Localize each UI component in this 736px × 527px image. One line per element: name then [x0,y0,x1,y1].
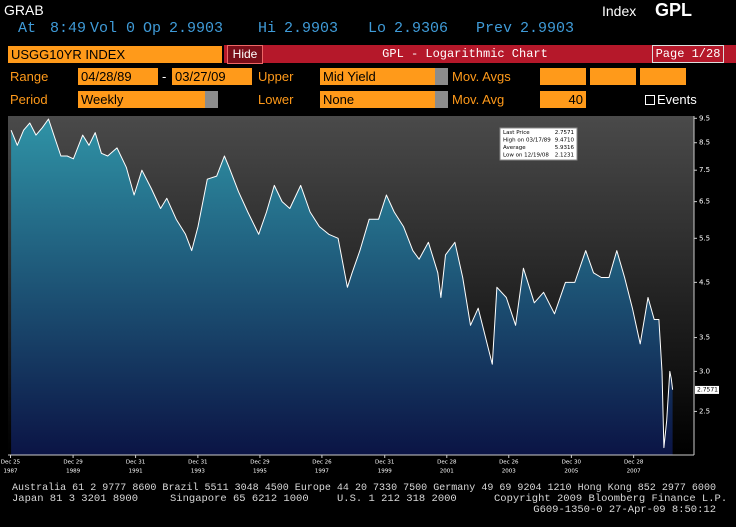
footer-line: Singapore 65 6212 1000 [170,493,309,505]
x-tick-label: Dec 31 [188,460,207,466]
mov-avg-field-2[interactable] [590,68,636,85]
quote-value: 0 [126,20,136,37]
stat-label: Low on 12/19/08 [503,153,549,159]
y-tick-label: 3.5 [699,334,710,342]
x-tick-label: Dec 28 [624,460,644,466]
x-tick-year: 1999 [378,469,392,475]
lower-value: None [323,92,355,107]
footer-line: Japan 81 3 3201 8900 [12,493,138,505]
function-name: GRAB [4,2,44,18]
x-tick-year: 1995 [253,469,267,475]
quote-label: Vol [90,20,118,37]
last-price-label: 2.7571 [697,386,718,393]
upper-label: Upper [258,69,294,84]
stat-value: 9.4710 [555,138,575,144]
x-tick-year: 2003 [502,469,516,475]
events-label: Events [657,92,697,107]
quote-label: Hi [258,20,277,37]
page-indicator[interactable]: Page 1/28 [652,45,724,63]
y-tick-label: 3.0 [699,367,710,375]
security-field[interactable]: USGG10YR INDEX [8,46,222,63]
quote-value: 2.9903 [169,20,224,37]
y-tick-label: 8.5 [699,139,710,147]
x-tick-label: Dec 31 [126,460,145,466]
x-tick-year: 1991 [129,469,143,475]
mov-avgs-label: Mov. Avgs [452,69,511,84]
x-tick-label: Dec 29 [250,460,270,466]
stat-value: 2.1231 [555,153,574,159]
y-tick-label: 9.5 [699,114,710,122]
y-tick-label: 5.5 [699,234,710,242]
ticker: GPL [655,0,693,20]
hide-button[interactable]: Hide [227,45,263,64]
x-tick-label: Dec 25 [1,460,21,466]
dropdown-handle[interactable] [435,91,448,108]
period-value: Weekly [81,92,124,107]
range-separator: - [162,69,167,84]
y-tick-label: 6.5 [699,198,710,206]
lower-label: Lower [258,92,294,107]
stat-value: 2.7571 [555,130,574,136]
quote-label: Prev [476,20,513,37]
x-tick-label: Dec 26 [499,460,519,466]
range-end[interactable]: 03/27/09 [172,68,252,85]
x-tick-year: 1989 [66,469,80,475]
x-tick-year: 1987 [3,469,17,475]
last-price-tag [695,385,719,394]
period-field[interactable]: Weekly [78,91,218,108]
x-tick-label: Dec 30 [562,460,582,466]
mov-avg-field-3[interactable] [640,68,686,85]
x-tick-year: 1997 [315,469,329,475]
stats-box [499,127,578,161]
quote-value: 2.9903 [520,20,575,37]
footer-line: U.S. 1 212 318 2000 [337,493,457,505]
x-tick-label: Dec 26 [312,460,332,466]
mov-avg-field[interactable]: 40 [540,91,586,108]
quote-label: Lo [368,20,387,37]
x-tick-label: Dec 31 [375,460,394,466]
stat-label: Average [503,145,526,151]
y-tick-label: 2.5 [699,407,710,415]
y-tick-label: 7.5 [699,166,710,174]
footer-line: Australia 61 2 9777 8600 Brazil 5511 304… [12,482,716,494]
dropdown-handle[interactable] [435,68,448,85]
quote-label: Op [143,20,162,37]
range-start[interactable]: 04/28/89 [78,68,158,85]
upper-field[interactable]: Mid Yield [320,68,448,85]
toolbar-title: GPL - Logarithmic Chart [382,47,548,61]
upper-value: Mid Yield [323,69,376,84]
lower-field[interactable]: None [320,91,448,108]
x-tick-year: 1993 [191,469,205,475]
stat-label: High on 03/17/89 [503,138,551,144]
footer-line: G609-1350-0 27-Apr-09 8:50:12 [533,504,716,516]
x-tick-year: 2007 [627,469,641,475]
footer-line: Copyright 2009 Bloomberg Finance L.P. [494,493,727,505]
x-tick-label: Dec 28 [437,460,457,466]
x-tick-label: Dec 29 [63,460,83,466]
stat-label: Last Price [503,130,530,136]
range-label: Range [10,69,49,84]
y-tick-label: 4.5 [699,278,710,286]
x-tick-year: 2001 [440,469,454,475]
quote-value: 8:49 [50,20,87,37]
stat-value: 5.9316 [555,145,575,151]
x-tick-year: 2005 [564,469,578,475]
price-line [10,118,674,449]
security-type: Index [602,3,637,19]
toolbar [224,45,736,63]
quote-value: 2.9903 [284,20,339,37]
quote-label: At [18,20,37,37]
mov-avg-field-1[interactable] [540,68,586,85]
period-label: Period [10,92,48,107]
dropdown-handle[interactable] [205,91,218,108]
area-fill [11,119,673,455]
quote-value: 2.9306 [394,20,449,37]
events-checkbox[interactable] [645,95,655,105]
mov-avg-label: Mov. Avg [452,92,505,107]
